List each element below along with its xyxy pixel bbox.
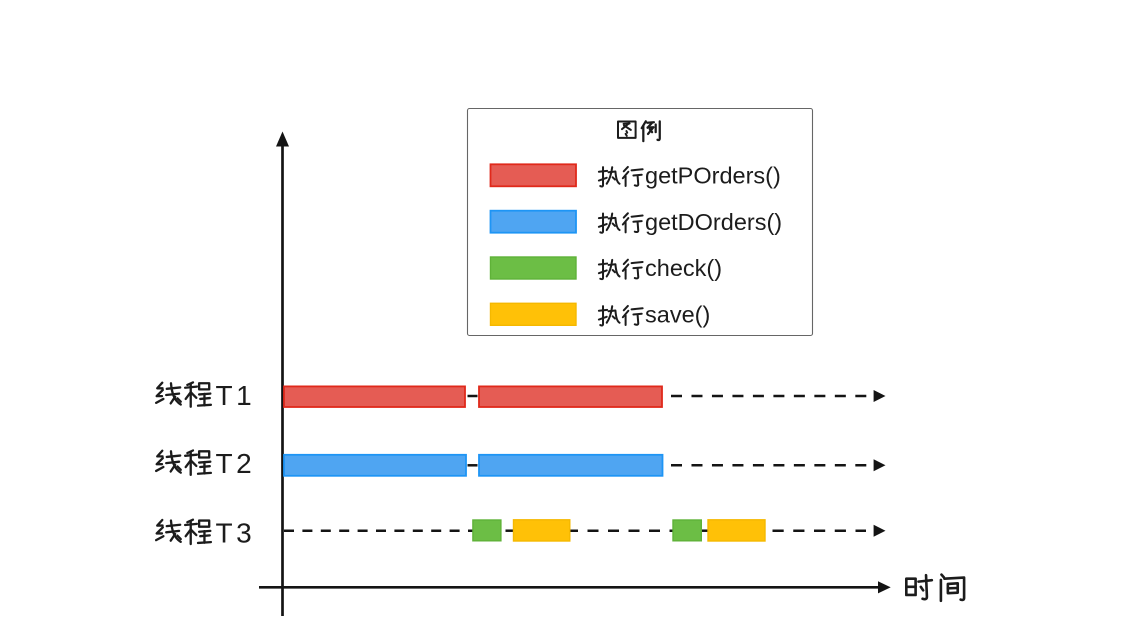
- svg-text:T2: T2: [216, 448, 256, 479]
- svg-text:getDOrders(): getDOrders(): [645, 209, 782, 235]
- svg-text:save(): save(): [645, 302, 710, 328]
- svg-text:check(): check(): [645, 255, 722, 281]
- svg-text:T1: T1: [216, 380, 256, 411]
- svg-text:T3: T3: [216, 517, 256, 548]
- svg-text:getPOrders(): getPOrders(): [645, 163, 781, 189]
